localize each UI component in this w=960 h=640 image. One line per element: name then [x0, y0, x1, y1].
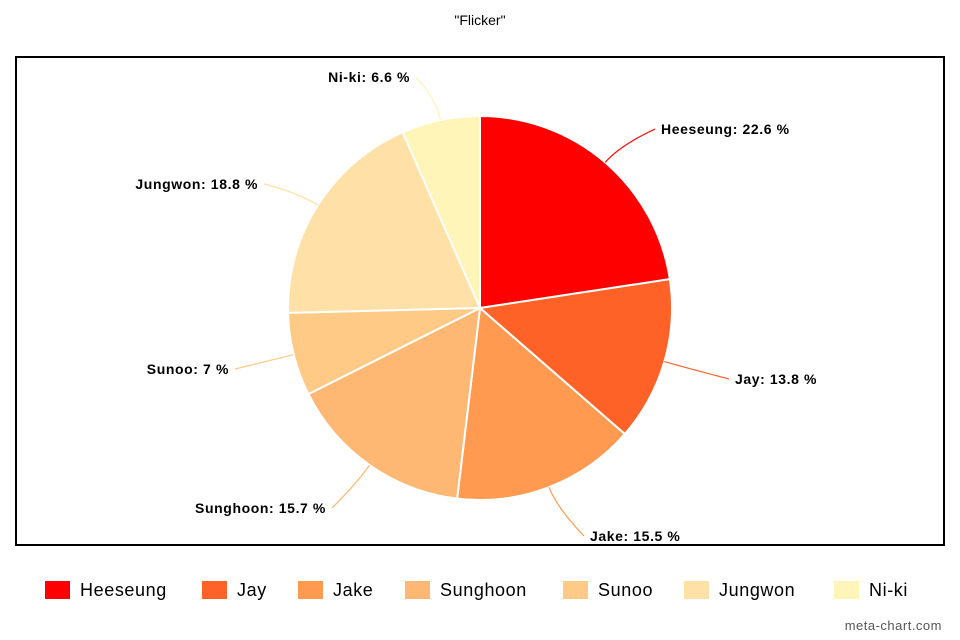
- data-label-sunoo: Sunoo: 7 %: [147, 361, 229, 377]
- plot-area: [15, 56, 945, 546]
- leader-line-sunghoon: [331, 464, 371, 509]
- data-label-ni-ki: Ni-ki: 6.6 %: [328, 69, 410, 85]
- pie-slice-sunghoon[interactable]: [307, 306, 482, 500]
- legend-swatch: [405, 581, 430, 599]
- data-label-jake: Jake: 15.5 %: [590, 528, 680, 544]
- legend-label: Sunghoon: [440, 579, 527, 600]
- watermark: meta-chart.com: [844, 618, 942, 633]
- data-label-jay: Jay: 13.8 %: [735, 371, 817, 387]
- pie-slice-ni-ki[interactable]: [401, 114, 481, 309]
- legend: Heeseung Jay Jake Sunghoon Sunoo Jungwon Ni-ki: [0, 575, 960, 605]
- pie-slice-heeseung[interactable]: [479, 114, 671, 310]
- legend-swatch: [834, 581, 859, 599]
- leader-line-jake: [548, 486, 585, 537]
- leader-line-jungwon: [263, 183, 319, 206]
- leader-line-heeseung: [604, 128, 656, 163]
- legend-item-sunghoon[interactable]: Sunghoon: [405, 575, 527, 605]
- legend-item-jungwon[interactable]: Jungwon: [684, 575, 795, 605]
- legend-label: Jake: [333, 579, 374, 600]
- pie-slice-jay[interactable]: [477, 278, 673, 436]
- legend-label: Jay: [237, 579, 267, 600]
- legend-item-heeseung[interactable]: Heeseung: [45, 575, 167, 605]
- legend-label: Jungwon: [719, 579, 796, 600]
- data-label-heeseung: Heeseung: 22.6 %: [661, 121, 790, 137]
- legend-swatch: [684, 581, 709, 599]
- legend-label: Heeseung: [80, 579, 167, 600]
- legend-swatch: [202, 581, 227, 599]
- legend-swatch: [298, 581, 323, 599]
- chart-title: "Flicker": [454, 12, 506, 28]
- leader-line-ni-ki: [415, 76, 442, 121]
- legend-item-sunoo[interactable]: Sunoo: [563, 575, 653, 605]
- legend-swatch: [45, 581, 70, 599]
- legend-item-ni-ki[interactable]: Ni-ki: [834, 575, 908, 605]
- leader-line-sunoo: [234, 354, 294, 370]
- legend-item-jake[interactable]: Jake: [298, 575, 373, 605]
- data-label-sunghoon: Sunghoon: 15.7 %: [195, 500, 326, 516]
- legend-label: Ni-ki: [869, 579, 908, 600]
- legend-label: Sunoo: [598, 579, 654, 600]
- legend-swatch: [563, 581, 588, 599]
- pie-slice-jake[interactable]: [456, 306, 627, 501]
- legend-item-jay[interactable]: Jay: [202, 575, 267, 605]
- leader-line-jay: [664, 361, 730, 380]
- data-label-jungwon: Jungwon: 18.8 %: [135, 176, 258, 192]
